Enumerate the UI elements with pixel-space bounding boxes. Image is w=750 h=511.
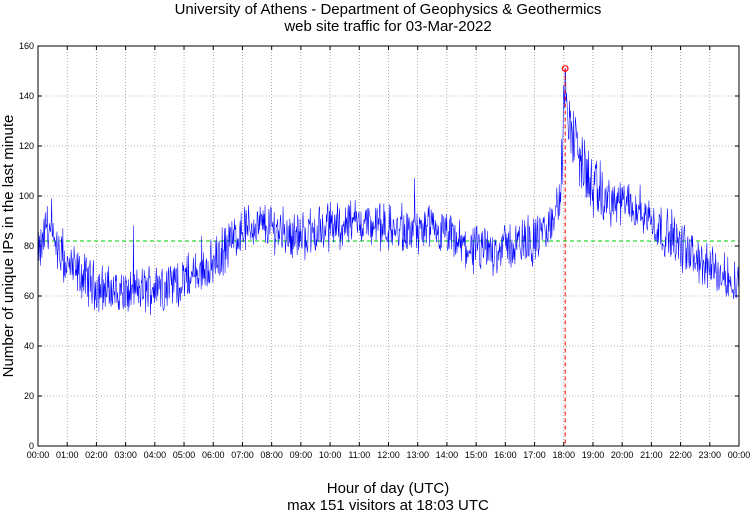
x-tick-label: 11:00 <box>348 450 370 460</box>
x-tick-label: 22:00 <box>669 450 692 460</box>
x-tick-label: 00:00 <box>27 450 50 460</box>
y-axis-ticks: 0 20 40 60 80 100 120 140 160 <box>19 41 739 451</box>
y-tick-label: 140 <box>19 91 34 101</box>
x-tick-label: 03:00 <box>114 450 137 460</box>
x-tick-label: 01:00 <box>56 450 79 460</box>
x-tick-label: 17:00 <box>523 450 546 460</box>
x-tick-label: 08:00 <box>260 450 283 460</box>
y-axis-label: Number of unique IPs in the last minute <box>0 115 17 378</box>
x-tick-label: 16:00 <box>494 450 517 460</box>
x-tick-label: 09:00 <box>290 450 313 460</box>
x-tick-label: 06:00 <box>202 450 225 460</box>
plot-frame <box>37 45 740 447</box>
x-tick-label: 13:00 <box>406 450 429 460</box>
y-tick-label: 20 <box>24 391 34 401</box>
y-tick-label: 0 <box>29 441 34 451</box>
x-tick-label: 00:00 <box>728 450 750 460</box>
x-tick-label: 20:00 <box>611 450 634 460</box>
x-axis-ticks: 00:00 01:00 02:00 03:00 04:00 05:00 06:00 07:00… <box>27 46 750 460</box>
x-tick-label: 14:00 <box>436 450 459 460</box>
chart-subtitle: web site traffic for 03-Mar-2022 <box>283 18 491 35</box>
x-tick-label: 10:00 <box>319 450 342 460</box>
x-tick-label: 21:00 <box>640 450 663 460</box>
y-tick-label: 100 <box>19 191 34 201</box>
x-tick-label: 07:00 <box>231 450 254 460</box>
y-tick-label: 120 <box>19 141 34 151</box>
y-tick-label: 40 <box>24 341 34 351</box>
x-tick-label: 15:00 <box>465 450 488 460</box>
y-tick-label: 160 <box>19 41 34 51</box>
max-point-marker <box>561 65 569 72</box>
x-axis-label: Hour of day (UTC) <box>327 480 450 497</box>
x-tick-label: 02:00 <box>85 450 108 460</box>
x-tick-label: 12:00 <box>377 450 400 460</box>
y-tick-label: 60 <box>24 291 34 301</box>
x-tick-label: 23:00 <box>699 450 722 460</box>
x-tick-label: 04:00 <box>144 450 167 460</box>
traffic-series-line <box>37 68 740 315</box>
y-tick-label: 80 <box>24 241 34 251</box>
x-tick-label: 18:00 <box>552 450 575 460</box>
x-tick-label: 19:00 <box>582 450 605 460</box>
x-tick-label: 05:00 <box>173 450 196 460</box>
chart-title: University of Athens - Department of Geo… <box>175 1 602 18</box>
plot-area <box>37 65 740 446</box>
max-caption: max 151 visitors at 18:03 UTC <box>287 497 489 511</box>
grid <box>38 46 739 446</box>
